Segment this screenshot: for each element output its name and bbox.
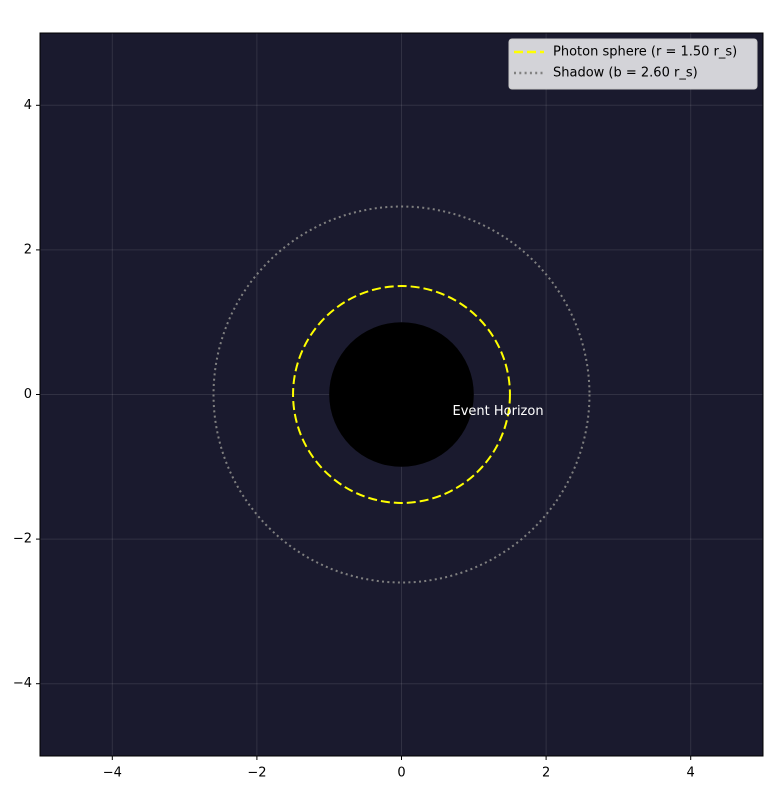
plot-frame	[39, 32, 764, 757]
event-horizon	[329, 322, 474, 467]
y-tick-label: −2	[13, 532, 32, 547]
y-tick-label: 4	[24, 98, 32, 113]
legend-box	[508, 38, 758, 90]
x-tick-label: −2	[247, 766, 266, 781]
legend-label: Photon sphere (r = 1.50 r_s)	[553, 45, 737, 60]
annotation: Event Horizon	[453, 404, 544, 419]
orbit-circle	[212, 205, 591, 584]
legend-label: Shadow (b = 2.60 r_s)	[553, 66, 698, 81]
x-tick-label: −4	[103, 766, 122, 781]
legend: Photon sphere (r = 1.50 r_s) Shadow (b = …	[508, 38, 758, 90]
orbit-circle	[292, 285, 511, 504]
y-tick-label: 0	[24, 387, 32, 402]
y-tick-label: 2	[24, 242, 32, 257]
y-tick-label: −4	[13, 676, 32, 691]
x-tick-label: 0	[397, 766, 405, 781]
x-tick-label: 4	[687, 766, 695, 781]
x-tick-label: 2	[542, 766, 550, 781]
